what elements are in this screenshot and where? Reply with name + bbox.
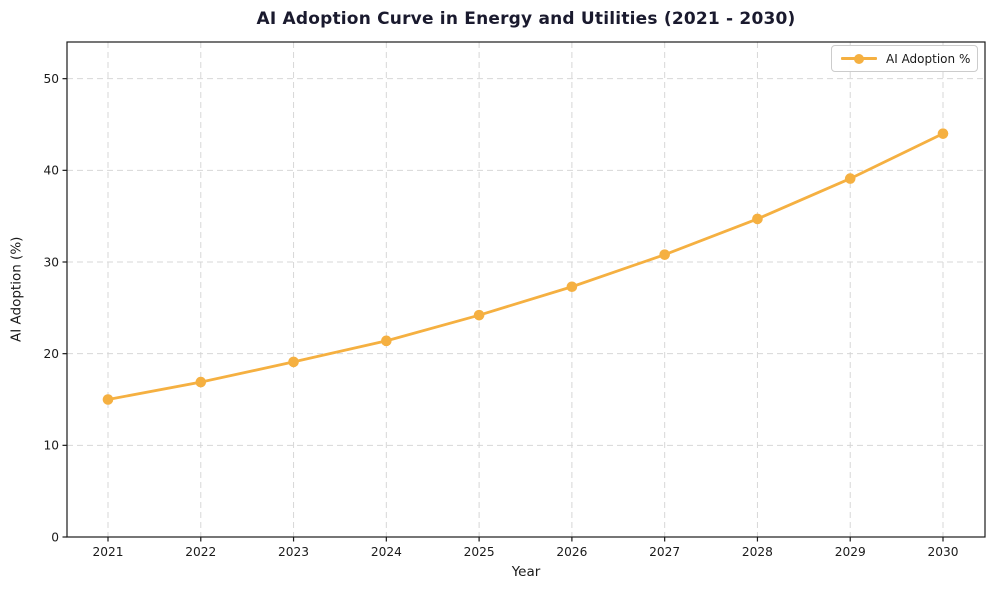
x-tick-label: 2030: [927, 545, 958, 559]
legend-line-marker-icon: [841, 53, 877, 64]
x-tick-label: 2029: [835, 545, 866, 559]
axes-spines: [66, 41, 986, 538]
data-point-2027: [659, 249, 670, 260]
y-tick-label: 40: [43, 164, 59, 178]
y-tick-label: 50: [43, 72, 59, 86]
y-tick-label: 0: [51, 530, 59, 544]
y-axis-label: AI Adoption (%): [8, 236, 25, 343]
y-tick-label: 30: [43, 255, 59, 269]
legend-label: AI Adoption %: [886, 51, 971, 66]
legend-point-icon: [854, 53, 864, 64]
x-tick-label: 2021: [92, 545, 123, 559]
data-point-2026: [566, 281, 578, 293]
x-tick-label: 2028: [742, 545, 773, 559]
data-point-2022: [195, 376, 207, 388]
legend: AI Adoption %: [831, 45, 978, 72]
chart-title: AI Adoption Curve in Energy and Utilitie…: [256, 9, 796, 29]
x-tick-label: 2027: [649, 545, 680, 559]
x-axis-label: Year: [511, 564, 541, 580]
x-tick-label: 2025: [464, 545, 495, 559]
data-point-2028: [752, 213, 763, 225]
x-tick-label: 2023: [278, 545, 309, 559]
data-point-2030: [937, 128, 949, 139]
data-point-2021: [102, 394, 114, 405]
y-tick-label: 20: [43, 347, 59, 361]
data-point-2029: [844, 173, 856, 184]
data-point-2025: [473, 309, 485, 321]
x-tick-label: 2022: [185, 545, 216, 559]
y-tick-label: 10: [43, 439, 59, 453]
series-line: [106, 132, 945, 401]
x-tick-label: 2026: [556, 545, 587, 559]
data-point-2024: [381, 335, 392, 347]
x-tick-label: 2024: [371, 545, 402, 559]
data-point-2023: [288, 356, 299, 368]
